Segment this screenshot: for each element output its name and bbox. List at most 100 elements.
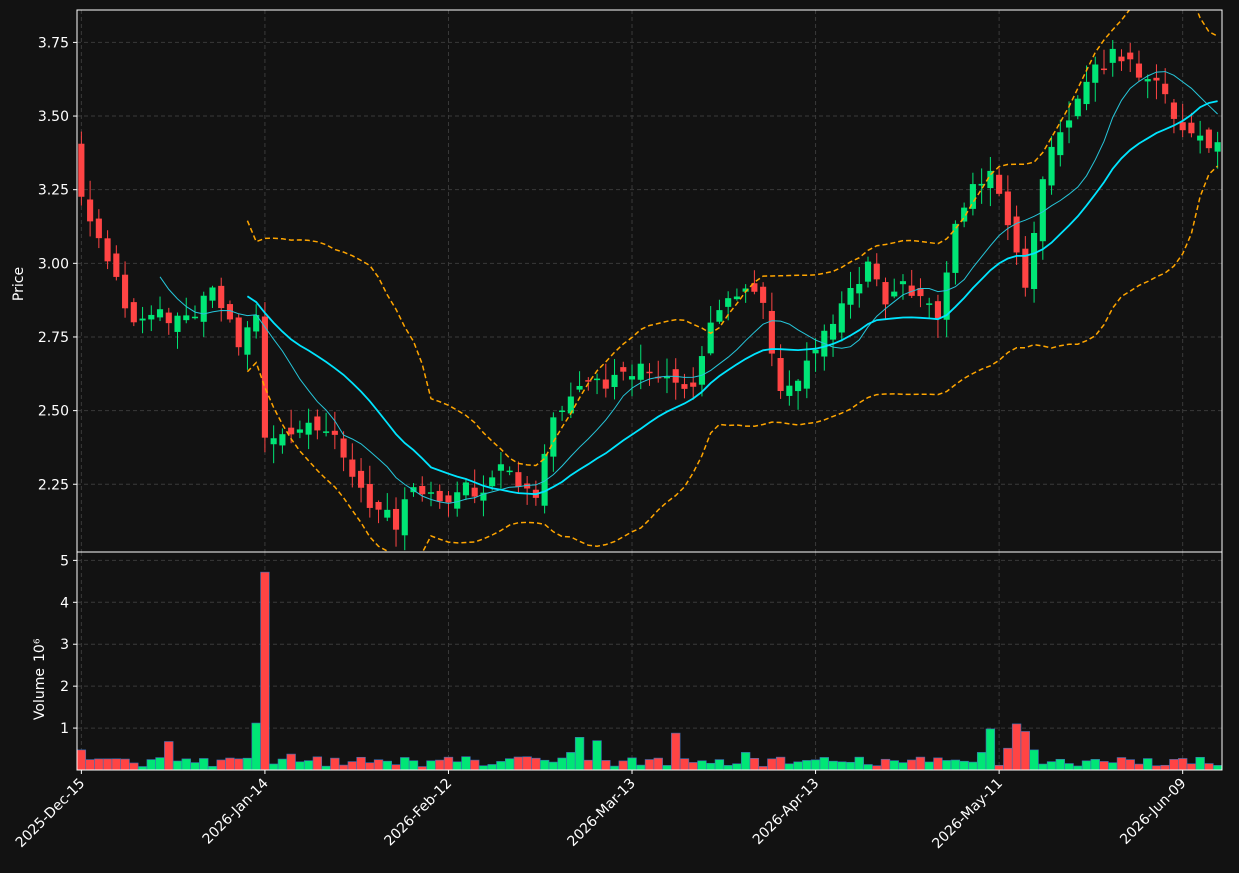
price-tick-label: 2.25 bbox=[38, 477, 69, 493]
volume-bar bbox=[330, 757, 340, 771]
price-tick-label: 2.75 bbox=[38, 330, 69, 346]
candle-body bbox=[436, 490, 443, 502]
volume-bar bbox=[863, 764, 873, 771]
candle-body bbox=[78, 143, 85, 197]
candle-body bbox=[707, 322, 714, 354]
volume-bar bbox=[155, 757, 165, 771]
candle-body bbox=[1109, 48, 1116, 63]
volume-bar bbox=[470, 759, 480, 771]
volume-bar bbox=[94, 758, 104, 771]
candle-body bbox=[1127, 52, 1134, 60]
candle-body bbox=[1162, 83, 1169, 95]
candle-body bbox=[1092, 64, 1099, 83]
volume-bar bbox=[706, 762, 716, 771]
volume-bar bbox=[1090, 759, 1100, 771]
candle-body bbox=[917, 288, 924, 297]
volume-bar bbox=[120, 758, 130, 771]
volume-bar bbox=[461, 756, 471, 771]
candle-body bbox=[628, 376, 636, 380]
volume-bar bbox=[1195, 756, 1205, 771]
volume-bar bbox=[417, 766, 427, 771]
volume-bar bbox=[828, 760, 838, 771]
volume-bar bbox=[854, 756, 864, 771]
volume-axis-label: Volume 10⁶ bbox=[32, 638, 48, 720]
volume-bar bbox=[636, 764, 646, 771]
candle-body bbox=[934, 301, 941, 319]
candle-body bbox=[279, 434, 286, 446]
candle-body bbox=[1197, 135, 1204, 141]
volume-bar bbox=[819, 757, 829, 771]
volume-bar bbox=[1011, 723, 1022, 771]
candle-body bbox=[567, 396, 574, 414]
candle-body bbox=[419, 486, 426, 495]
volume-bar bbox=[1177, 758, 1188, 771]
candle-body bbox=[366, 484, 373, 508]
candle-body bbox=[585, 380, 592, 382]
volume-bar bbox=[111, 758, 122, 771]
candle-body bbox=[593, 378, 601, 381]
candle-body bbox=[156, 309, 164, 318]
volume-bar bbox=[767, 758, 777, 771]
volume-bar bbox=[539, 759, 550, 771]
candle-body bbox=[856, 283, 863, 294]
candle-body bbox=[1179, 122, 1186, 131]
volume-bar bbox=[548, 761, 559, 771]
candle-body bbox=[926, 303, 933, 305]
candle-body bbox=[873, 263, 880, 280]
volume-bar bbox=[1073, 765, 1083, 771]
candle-body bbox=[760, 286, 767, 303]
price-axis-label: Price bbox=[11, 267, 27, 301]
volume-bar bbox=[950, 759, 961, 771]
volume-bar bbox=[190, 762, 200, 771]
price-tick-label: 3.25 bbox=[38, 183, 69, 199]
price-tick-label: 3.75 bbox=[38, 35, 69, 51]
candle-body bbox=[331, 430, 338, 435]
volume-bar bbox=[172, 760, 183, 771]
indicator-lines bbox=[159, 10, 1219, 552]
candle-body bbox=[288, 427, 295, 435]
volume-bar bbox=[102, 758, 113, 771]
volume-bar bbox=[129, 762, 139, 771]
candle-body bbox=[524, 483, 531, 489]
candle-body bbox=[1144, 79, 1151, 82]
price-tick-label: 3.00 bbox=[38, 256, 69, 272]
candle-body bbox=[795, 380, 802, 392]
volume-bar bbox=[1160, 764, 1170, 771]
volume-bar bbox=[740, 752, 751, 771]
candle-body bbox=[969, 184, 976, 209]
volume-bar bbox=[513, 756, 524, 771]
volume-bar bbox=[286, 753, 296, 771]
candle-body bbox=[445, 495, 452, 503]
candle-body bbox=[550, 417, 557, 457]
candle-body bbox=[829, 323, 837, 340]
candle-body bbox=[1153, 77, 1160, 81]
candle-body bbox=[620, 367, 627, 372]
volume-bar bbox=[994, 764, 1004, 771]
volume-bar bbox=[443, 756, 454, 771]
volume-bar bbox=[574, 736, 585, 771]
candle-body bbox=[1048, 146, 1055, 186]
volume-bar bbox=[802, 760, 812, 771]
candle-body bbox=[812, 349, 819, 354]
volume-bar bbox=[242, 757, 253, 771]
volume-bar bbox=[592, 740, 602, 771]
candlesticks bbox=[78, 40, 1221, 551]
volume-tick-label: 3 bbox=[60, 637, 69, 653]
candle-body bbox=[183, 315, 190, 321]
candle-body bbox=[122, 274, 129, 309]
volume-bar bbox=[321, 765, 331, 771]
candle-body bbox=[1065, 120, 1073, 128]
volume-bar bbox=[837, 761, 847, 771]
volume-bar bbox=[382, 760, 392, 771]
volume-tick-label: 4 bbox=[60, 595, 69, 611]
candle-body bbox=[1022, 248, 1029, 288]
candle-body bbox=[139, 318, 146, 321]
volume-bar bbox=[408, 760, 419, 771]
candle-body bbox=[427, 492, 435, 494]
volume-bar bbox=[487, 764, 497, 771]
candle-body bbox=[803, 360, 810, 389]
volume-bar bbox=[435, 759, 445, 771]
volume-bar bbox=[496, 761, 506, 771]
volume-bar bbox=[933, 757, 943, 771]
